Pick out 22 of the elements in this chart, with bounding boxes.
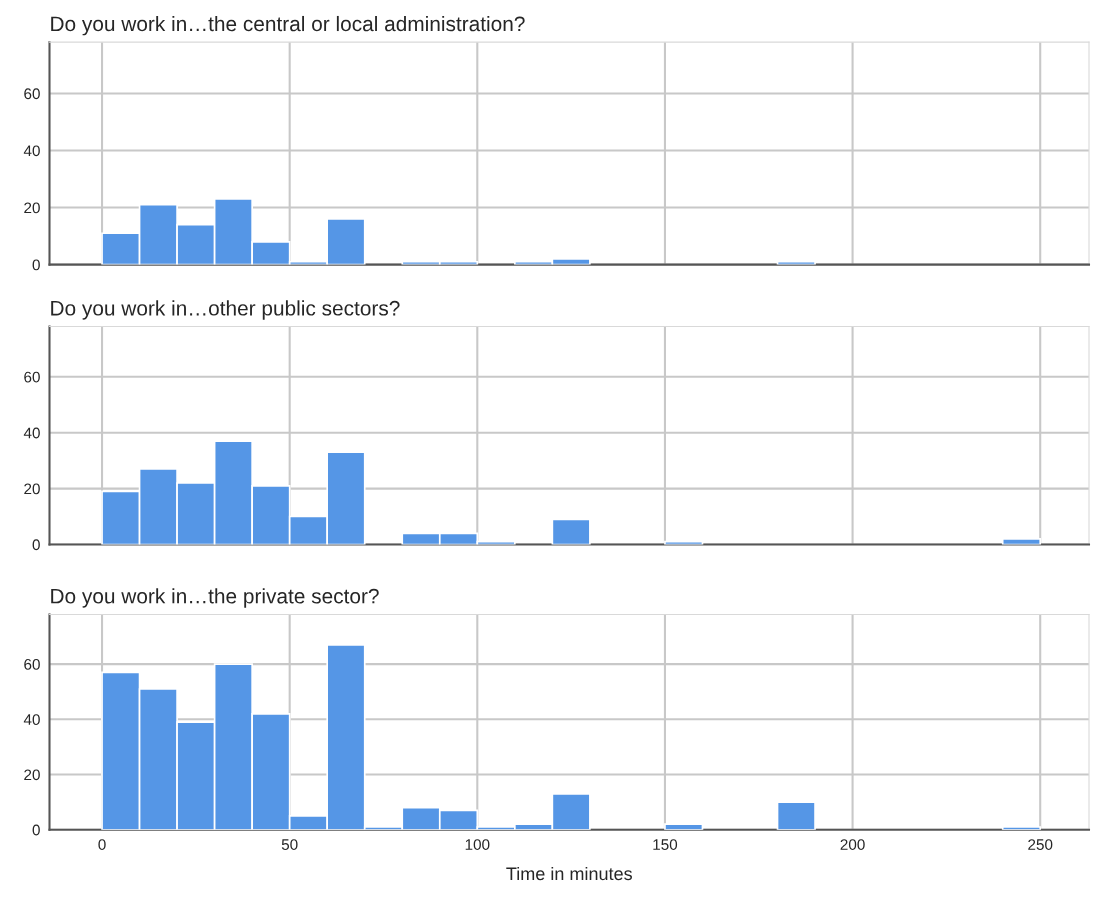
y-tick-label: 20 (24, 483, 40, 495)
chart-title: Do you work in…the private sector? (51, 588, 379, 608)
chart-title: Do you work in…other public sectors? (51, 300, 400, 320)
y-tick-label: 60 (24, 658, 40, 670)
y-tick-label: 20 (24, 769, 40, 781)
x-tick-label: 0 (98, 839, 106, 850)
y-tick-label: 0 (32, 539, 40, 551)
x-axis-title: Time in minutes (506, 866, 632, 881)
x-tick-label: 250 (1028, 839, 1053, 850)
y-tick-label: 40 (23, 427, 40, 439)
y-tick-label: 60 (24, 371, 40, 383)
x-tick-label: 100 (465, 839, 490, 850)
y-tick-label: 40 (23, 145, 40, 157)
y-tick-label: 0 (32, 824, 40, 836)
y-tick-label: 40 (23, 714, 40, 726)
x-tick-label: 150 (653, 839, 678, 850)
x-tick-label: 50 (281, 839, 298, 850)
y-tick-label: 0 (32, 259, 40, 271)
chart-title: Do you work in…the central or local administration? (51, 15, 525, 36)
y-tick-label: 60 (24, 88, 40, 100)
y-tick-label: 20 (24, 202, 40, 214)
x-tick-label: 200 (840, 839, 865, 850)
